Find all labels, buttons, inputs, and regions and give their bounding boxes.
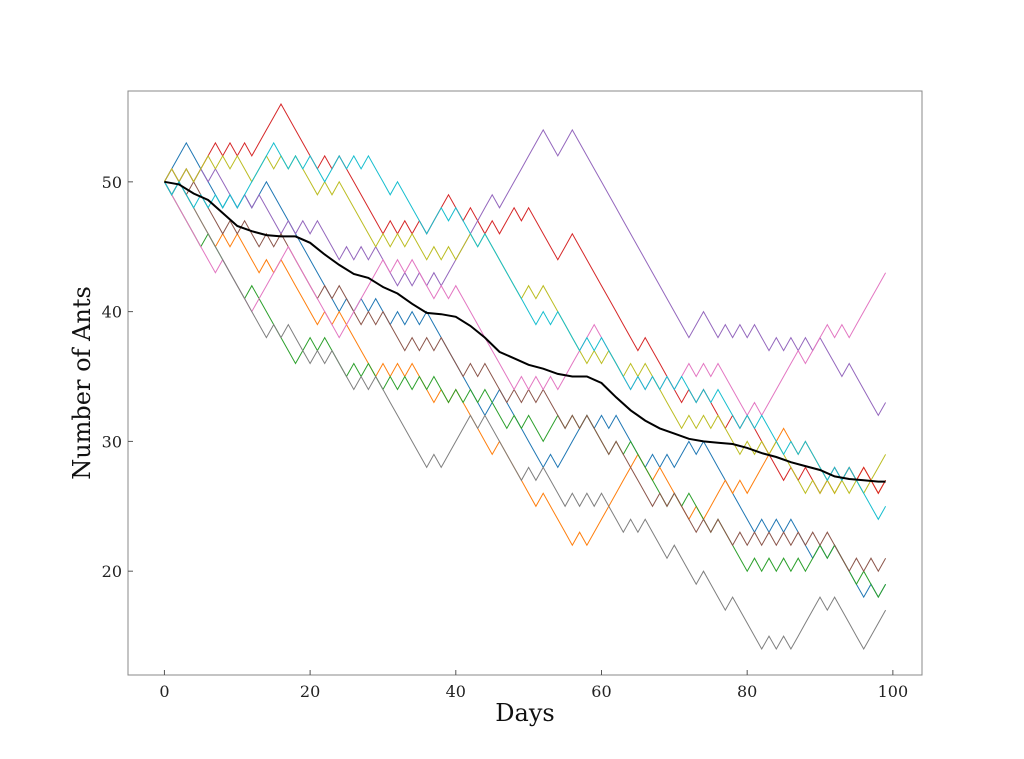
x-tick-label: 40 [446,682,466,701]
x-axis: 0 20 40 60 80 100 [159,670,908,701]
walk-series-5 [163,128,887,417]
walk-series-group [163,102,887,651]
walk-series-7 [163,181,887,417]
walk-series-2 [163,180,887,547]
x-tick-label: 80 [737,682,757,701]
y-tick-label: 40 [102,303,122,322]
walk-series-8 [163,180,887,651]
y-axis-title: Number of Ants [68,286,96,480]
x-tick-label: 100 [878,682,909,701]
x-tick-label: 20 [300,682,320,701]
y-axis: 20 30 40 50 [102,173,133,581]
x-tick-label: 0 [159,682,169,701]
y-tick-label: 50 [102,173,122,192]
x-tick-label: 60 [591,682,611,701]
mean-series-group [164,180,886,483]
y-tick-label: 20 [102,562,122,581]
walk-series-10 [163,141,887,521]
y-tick-label: 30 [102,432,122,451]
x-axis-title: Days [495,699,554,727]
walk-series-6 [163,180,887,573]
plot-frame [127,90,923,676]
mean-series-line [164,180,886,483]
walk-series-3 [163,181,887,599]
walk-series-1 [163,141,887,599]
